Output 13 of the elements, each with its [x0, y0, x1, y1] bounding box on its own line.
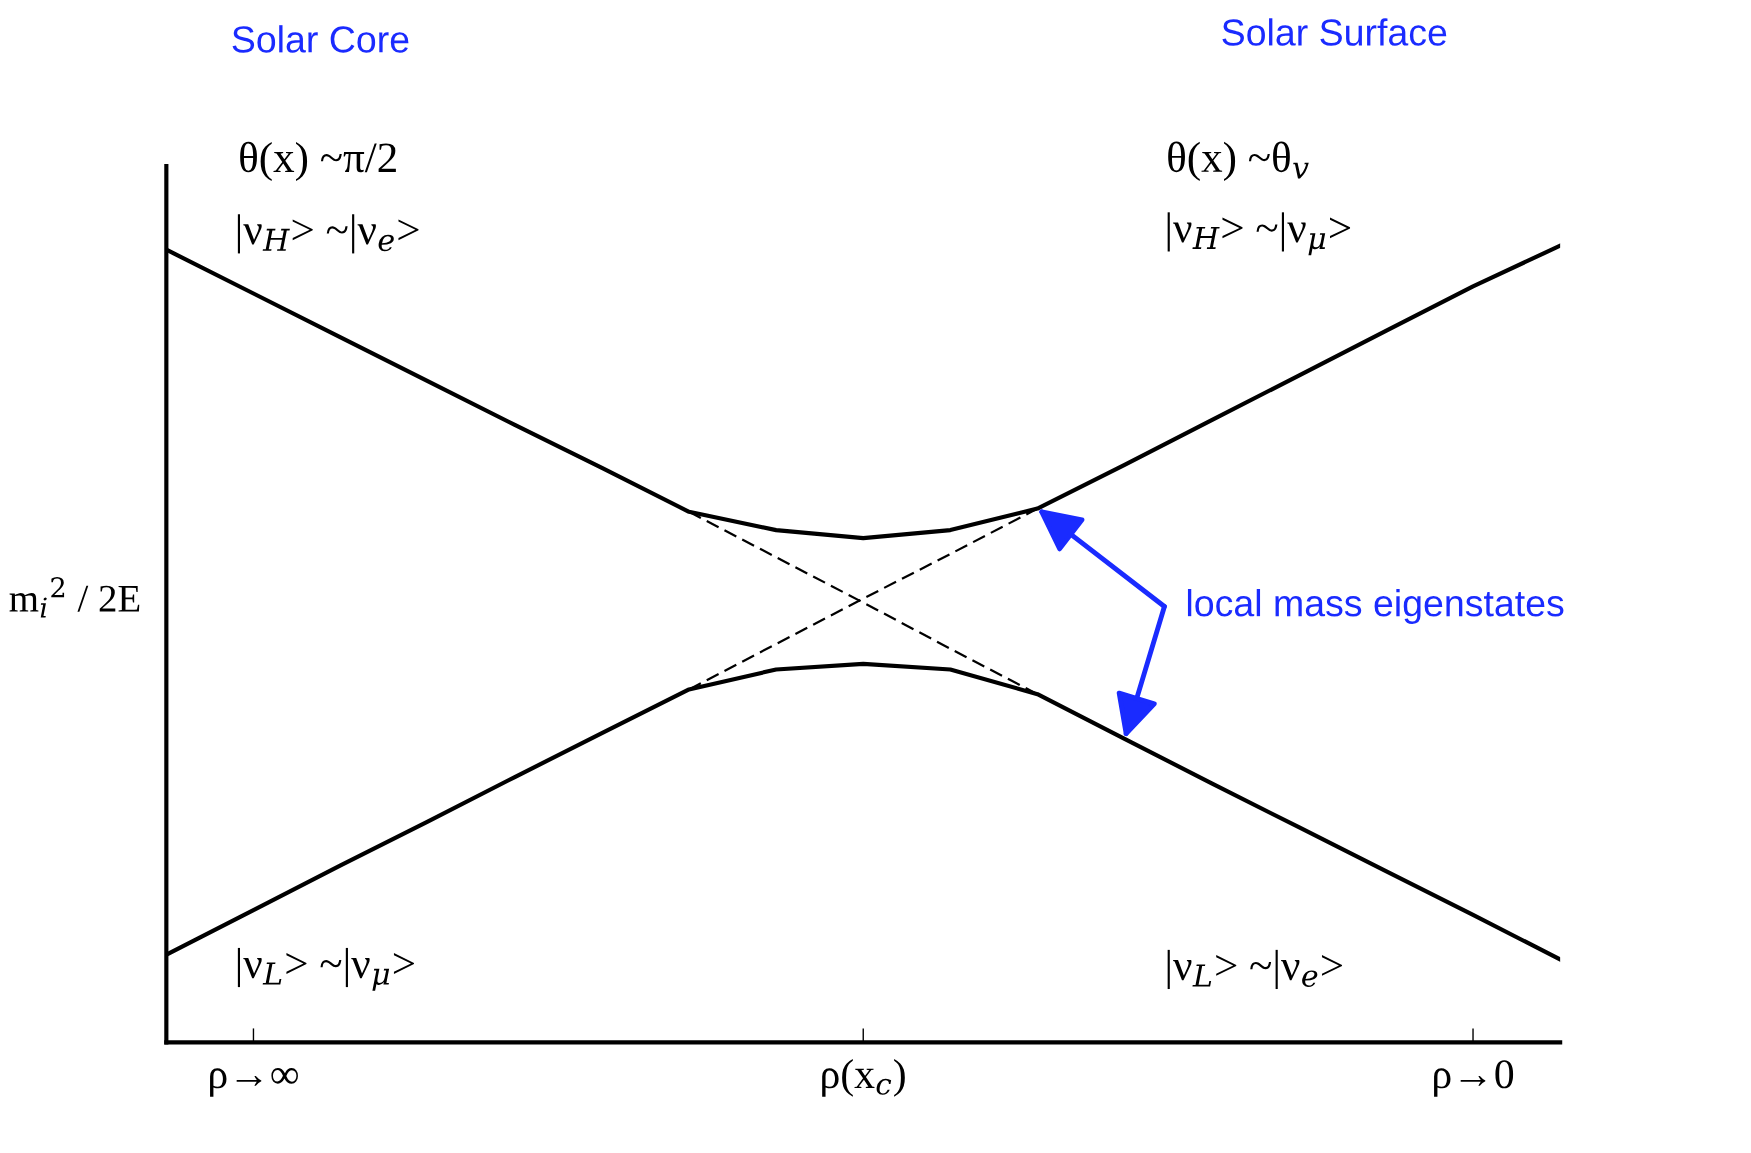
x-tick-label: ρ(x$_{c}$) — [822, 1058, 905, 1097]
text: θ(x) ~π/2 — [240, 141, 396, 182]
text: Solar Surface — [1222, 18, 1447, 46]
annotation: local mass eigenstates — [1187, 589, 1564, 624]
x-tick-label: ρ→∞ — [210, 1067, 298, 1097]
annotation: |ν$_{H}$> ~|ν$_{μ}$> — [1167, 212, 1351, 256]
x-tick-label: ρ→0 — [1434, 1060, 1514, 1097]
text: θ(x) ~θ$_{v}$ — [1168, 141, 1309, 181]
annotation: |ν$_{L}$> ~|ν$_{e}$> — [1167, 949, 1343, 990]
annotation: |ν$_{H}$> ~|ν$_{e}$> — [237, 214, 419, 254]
text: Solar Core — [232, 25, 409, 53]
annotation: |ν$_{L}$> ~|ν$_{μ}$> — [237, 947, 414, 991]
y-axis-title: m$_{i}$$^{2}$ / 2E — [9, 577, 140, 618]
